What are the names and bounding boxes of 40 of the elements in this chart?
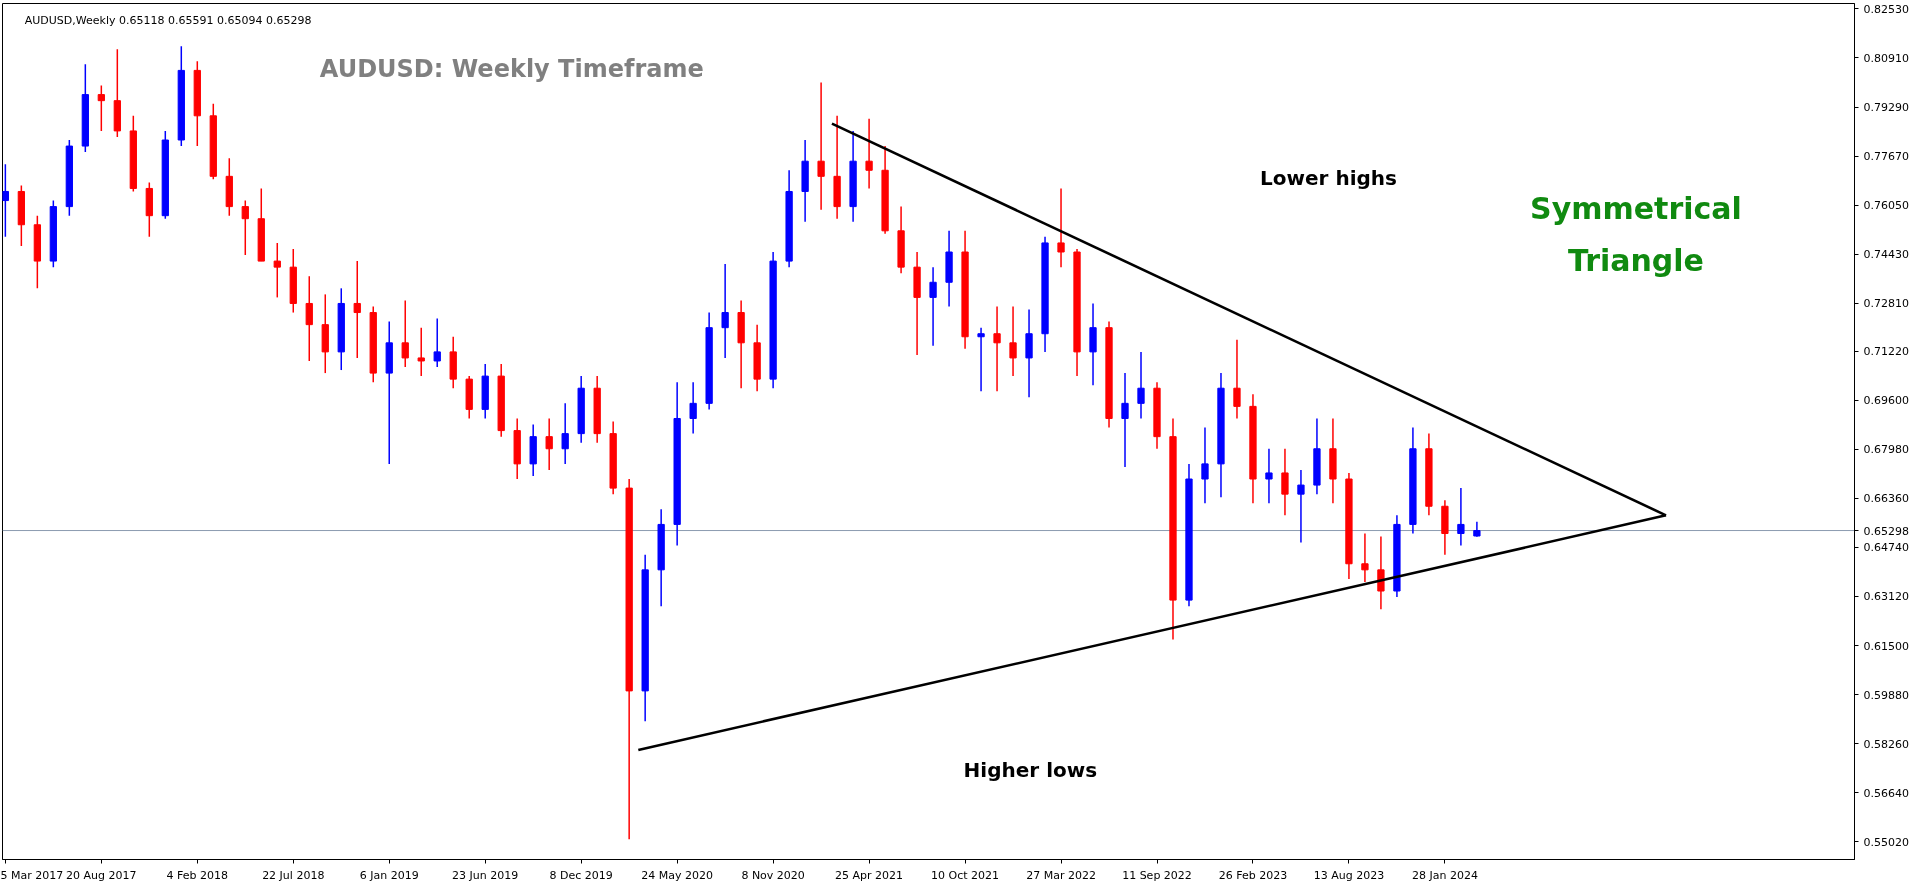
y-tick-label: 0.58260 [1863, 737, 1909, 751]
y-tick-label: 0.74430 [1863, 248, 1909, 262]
x-tick-label: 4 Feb 2018 [166, 868, 229, 882]
annotation: Higher lows [963, 757, 1098, 782]
y-tick-label: 0.76050 [1863, 199, 1909, 213]
annotation: Symmetrical Triangle [1530, 190, 1742, 279]
x-tick-label: 20 Aug 2017 [66, 868, 137, 882]
x-tick-label: 13 Aug 2023 [1313, 868, 1385, 882]
ref-line-label: 0.65298 [1863, 524, 1909, 538]
y-tick-label: 0.67980 [1863, 443, 1909, 457]
y-tick-label: 0.64740 [1863, 541, 1909, 555]
y-tick-label: 0.72810 [1863, 297, 1909, 311]
x-tick-label: 23 Jun 2019 [452, 868, 519, 882]
x-tick-label: 26 Feb 2023 [1218, 868, 1288, 882]
y-tick-label: 0.55020 [1863, 835, 1909, 849]
x-tick-label: 24 May 2020 [641, 868, 714, 882]
y-tick-label: 0.80910 [1863, 51, 1909, 65]
x-tick-label: 22 Jul 2018 [262, 868, 325, 882]
y-tick-label: 0.56640 [1863, 786, 1909, 800]
y-tick-label: 0.59880 [1863, 688, 1909, 702]
x-tick-label: 11 Sep 2022 [1122, 868, 1192, 882]
text: AUDUSD,Weekly 0.65118 0.65591 0.65094 0.65298 [24, 13, 312, 27]
x-tick-label: 5 Mar 2017 [0, 868, 64, 882]
y-tick-label: 0.66360 [1863, 492, 1909, 506]
x-tick-label: 6 Jan 2019 [359, 868, 419, 882]
y-tick-label: 0.77670 [1863, 150, 1909, 164]
text: AUDUSD: Weekly Timeframe [319, 54, 704, 83]
x-tick-label: 27 Mar 2022 [1026, 868, 1096, 882]
y-tick-label: 0.79290 [1863, 101, 1909, 115]
annotation: Lower highs [1260, 166, 1397, 191]
y-tick-label: 0.82530 [1863, 2, 1909, 16]
x-tick-label: 8 Dec 2019 [549, 868, 613, 882]
y-tick-label: 0.71220 [1863, 345, 1909, 359]
x-tick-label: 28 Jan 2024 [1411, 868, 1478, 882]
y-tick-label: 0.63120 [1863, 590, 1909, 604]
x-tick-label: 8 Nov 2020 [741, 868, 805, 882]
x-tick-label: 10 Oct 2021 [931, 868, 1000, 882]
x-tick-label: 25 Apr 2021 [835, 868, 904, 882]
y-tick-label: 0.61500 [1863, 639, 1909, 653]
y-tick-label: 0.69600 [1863, 394, 1909, 408]
